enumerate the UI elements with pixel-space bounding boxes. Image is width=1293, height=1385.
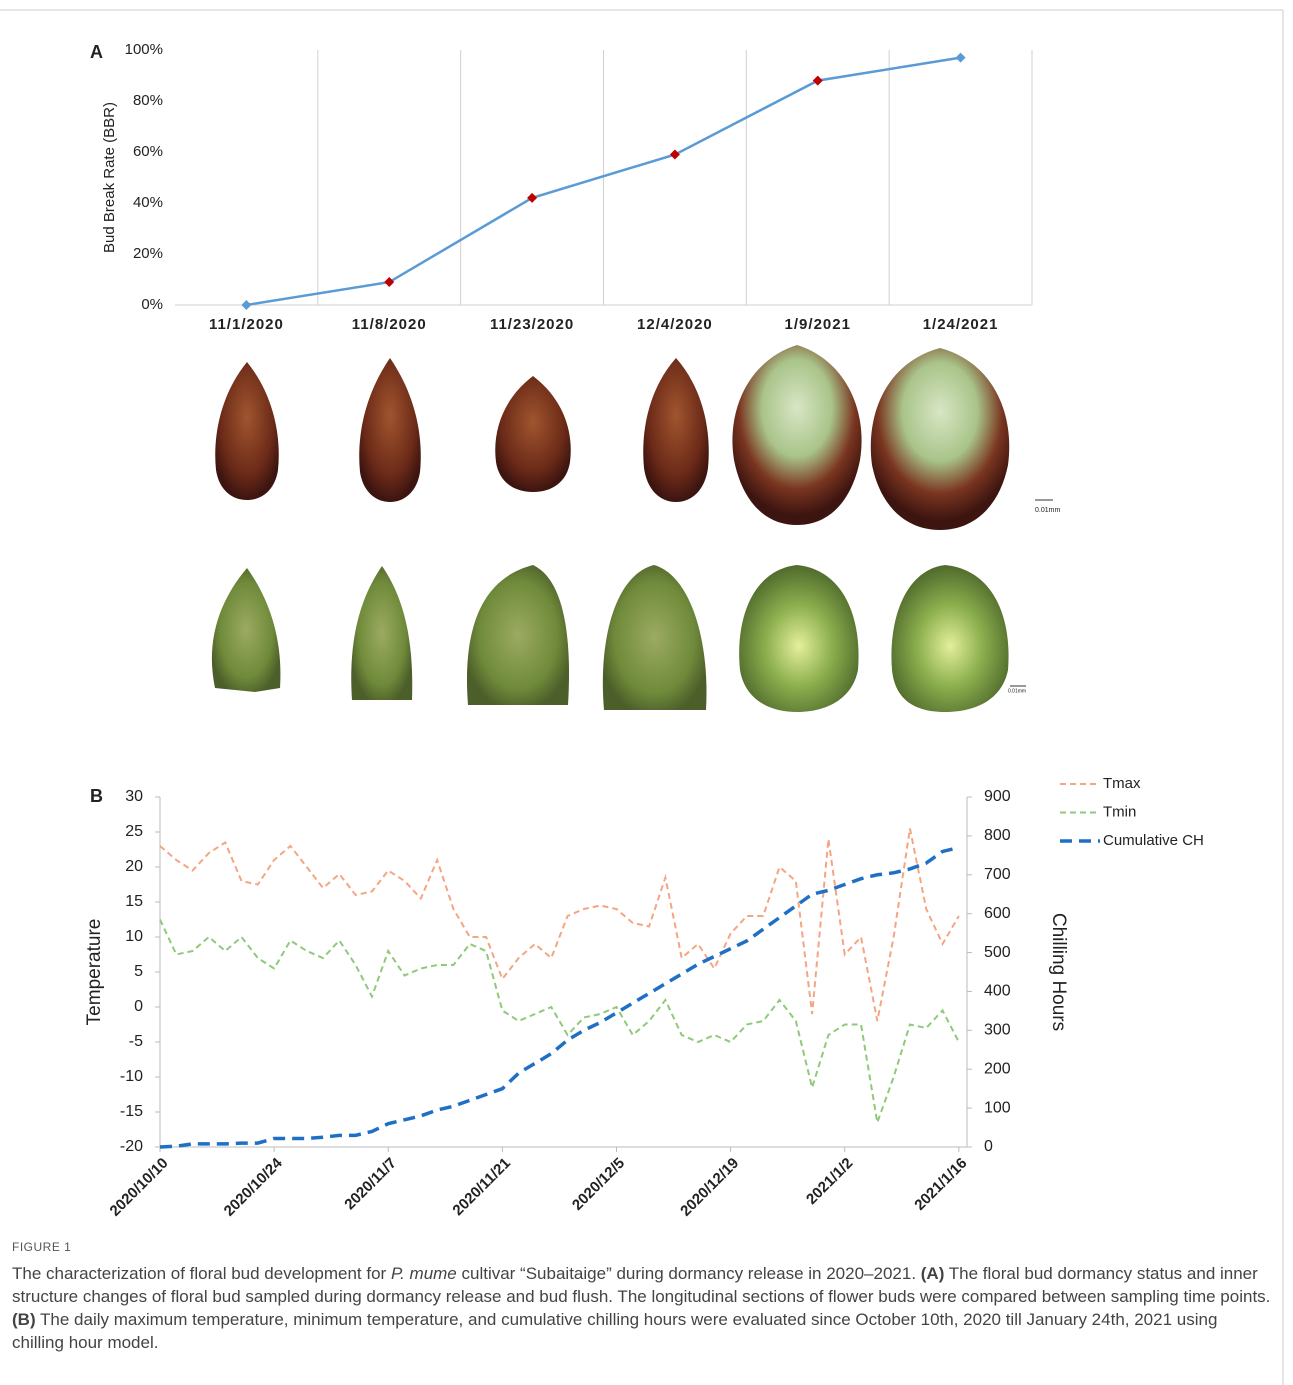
- x-tick-label: 1/24/2021: [923, 316, 999, 333]
- x-tick-label: 1/9/2021: [785, 316, 851, 333]
- legend-label: Tmax: [1103, 775, 1141, 792]
- x-tick-label: 2020/10/10: [107, 1155, 172, 1220]
- data-marker: [670, 150, 680, 160]
- caption-part: (B): [12, 1310, 36, 1329]
- section-photo: [739, 565, 858, 712]
- caption-part: The characterization of floral bud devel…: [12, 1264, 391, 1283]
- panel-label: A: [90, 42, 103, 62]
- y2-tick-label: 500: [984, 944, 1011, 961]
- section-photo: [212, 568, 281, 692]
- y2-tick-label: 600: [984, 905, 1011, 922]
- section-photo: [603, 565, 707, 710]
- caption-part: cultivar “Subaitaige” during dormancy re…: [457, 1264, 921, 1283]
- x-tick-label: 2021/1/16: [911, 1155, 970, 1214]
- data-marker: [241, 300, 251, 310]
- y-tick-label: 30: [125, 788, 143, 805]
- y2-tick-label: 100: [984, 1099, 1011, 1116]
- scale-label: 0.01mm: [1008, 688, 1026, 694]
- series-line: [160, 848, 959, 1147]
- caption-text: The characterization of floral bud devel…: [12, 1262, 1274, 1354]
- y2-tick-label: 800: [984, 827, 1011, 844]
- caption: FIGURE 1 The characterization of floral …: [12, 1240, 1274, 1354]
- bud-photo: [871, 348, 1009, 530]
- panel-label: B: [90, 786, 103, 806]
- scale-label: 0.01mm: [1035, 507, 1060, 514]
- caption-part: The daily maximum temperature, minimum t…: [12, 1310, 1217, 1352]
- y-tick-label: 0%: [141, 296, 163, 313]
- figure: 0.01mm 0.01mm A 0% 20% 40% 60% 80% 100% Bud Bre…: [0, 0, 1293, 1385]
- section-photo: [467, 565, 569, 705]
- y2-tick-label: 900: [984, 788, 1011, 805]
- x-tick-label: 11/1/2020: [209, 316, 284, 333]
- y-tick-label: 40%: [133, 194, 163, 211]
- y-tick-label: -10: [120, 1068, 143, 1085]
- data-marker: [813, 76, 823, 86]
- bud-photo: [643, 358, 709, 502]
- y-tick-label: 0: [134, 998, 143, 1015]
- y-tick-label: -20: [120, 1138, 143, 1155]
- y2-axis-label: Chilling Hours: [1048, 913, 1069, 1031]
- y2-tick-label: 200: [984, 1060, 1011, 1077]
- y2-tick-label: 400: [984, 983, 1011, 1000]
- y-tick-label: 25: [125, 823, 143, 840]
- x-tick-label: 2020/10/24: [221, 1154, 287, 1220]
- y-tick-label: 20: [125, 858, 143, 875]
- caption-part: (A): [921, 1264, 945, 1283]
- y-tick-label: 60%: [133, 143, 163, 160]
- x-tick-label: 2020/12/5: [569, 1155, 628, 1214]
- y-tick-label: 15: [125, 893, 143, 910]
- x-tick-label: 12/4/2020: [637, 316, 713, 333]
- section-photos: 0.01mm: [212, 565, 1026, 712]
- y-axis-label: Bud Break Rate (BBR): [101, 102, 118, 253]
- y2-tick-label: 700: [984, 866, 1011, 883]
- y-tick-label: -15: [120, 1103, 143, 1120]
- legend-label: Cumulative CH: [1103, 832, 1204, 849]
- y-tick-label: -5: [129, 1033, 143, 1050]
- section-photo: [891, 565, 1008, 712]
- y-axis-label: Temperature: [84, 919, 105, 1026]
- caption-part: P. mume: [391, 1264, 457, 1283]
- page: 0.01mm 0.01mm A 0% 20% 40% 60% 80% 100% Bud Bre…: [0, 0, 1293, 1385]
- bud-photos: 0.01mm: [215, 345, 1060, 530]
- figure-label: FIGURE 1: [12, 1240, 1274, 1254]
- y-tick-label: 10: [125, 928, 143, 945]
- bud-photo: [495, 376, 570, 492]
- bud-photo: [215, 362, 279, 500]
- x-tick-label: 2020/11/7: [341, 1155, 400, 1214]
- series-line: [160, 920, 959, 1123]
- legend-label: Tmin: [1103, 803, 1136, 820]
- bud-photo: [359, 358, 421, 502]
- y2-tick-label: 0: [984, 1138, 993, 1155]
- x-tick-label: 2020/12/19: [677, 1155, 742, 1220]
- y-tick-label: 5: [134, 963, 143, 980]
- data-marker: [956, 53, 966, 63]
- x-tick-label: 2020/11/21: [449, 1155, 514, 1220]
- bud-photo: [732, 345, 861, 525]
- y-tick-label: 80%: [133, 92, 163, 109]
- x-tick-label: 11/8/2020: [352, 316, 427, 333]
- y-tick-label: 20%: [133, 245, 163, 262]
- series-line: [160, 829, 959, 1022]
- x-tick-label: 2021/1/2: [803, 1155, 856, 1208]
- y-tick-label: 100%: [125, 41, 163, 58]
- section-photo: [351, 566, 412, 700]
- y2-tick-label: 300: [984, 1022, 1011, 1039]
- x-tick-label: 11/23/2020: [490, 316, 574, 333]
